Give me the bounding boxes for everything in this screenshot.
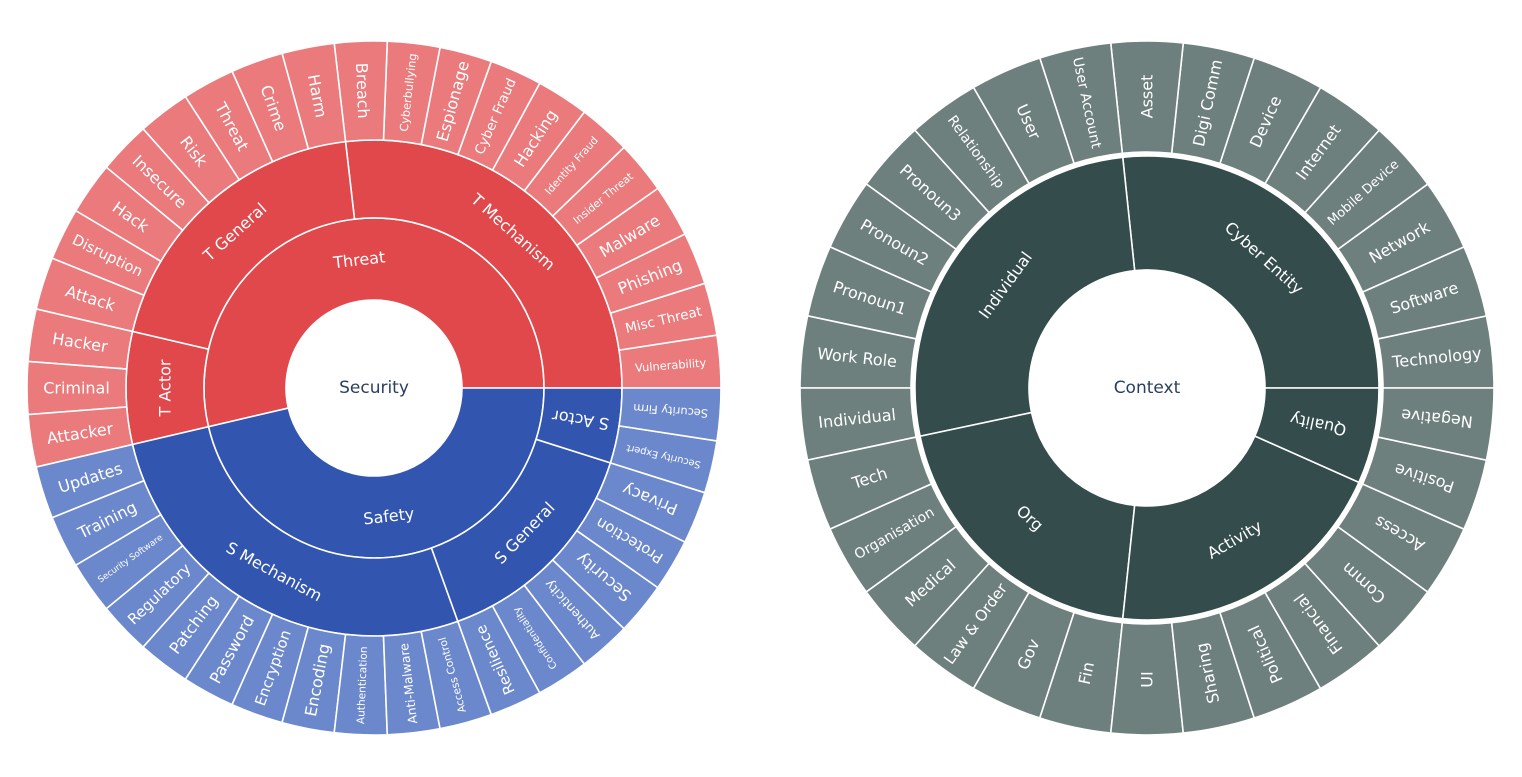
sunburst-context: Cyber EntityTechnologySoftwareNetworkMob… <box>799 40 1495 736</box>
label-asset: Asset <box>1138 75 1157 119</box>
label-criminal: Criminal <box>43 379 110 398</box>
center-security[interactable] <box>285 299 463 477</box>
label-authentication: Authentication <box>355 646 370 724</box>
label-t-actor: T Actor <box>156 359 175 417</box>
segment-security-firm[interactable] <box>618 387 722 442</box>
label-vulnerability: Vulnerability <box>635 356 707 375</box>
center-label-context: Context <box>1114 378 1181 398</box>
center-label-security: Security <box>339 378 409 398</box>
label-security-firm: Security Firm <box>633 401 709 421</box>
label-ui: UI <box>1138 671 1157 687</box>
segment-negative[interactable] <box>1376 387 1495 462</box>
label-breach: Breach <box>352 62 373 118</box>
center-context[interactable] <box>1028 269 1266 507</box>
label-fin: Fin <box>1075 660 1098 686</box>
